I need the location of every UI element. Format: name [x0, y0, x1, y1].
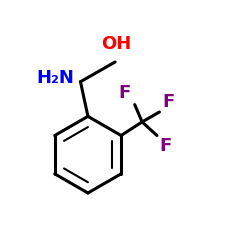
Text: OH: OH [101, 35, 132, 53]
Text: F: F [160, 137, 172, 155]
Text: F: F [162, 93, 174, 111]
Text: F: F [119, 84, 131, 102]
Text: H₂N: H₂N [36, 69, 74, 87]
